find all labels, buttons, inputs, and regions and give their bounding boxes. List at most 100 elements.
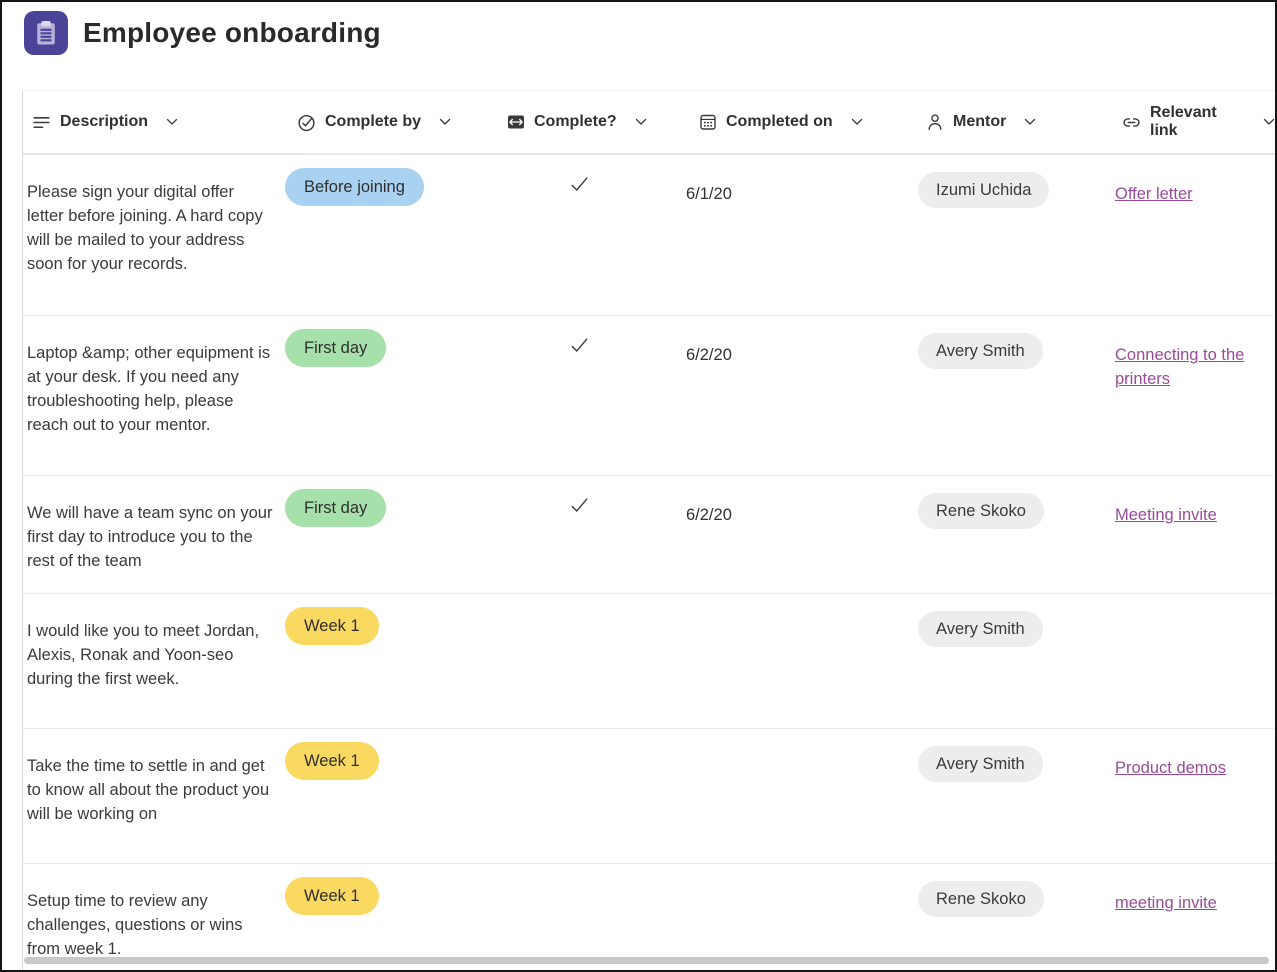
description-cell[interactable]: Laptop &amp; other equipment is at your … — [23, 316, 285, 475]
relevant-link-cell[interactable] — [1111, 594, 1275, 728]
description-text: We will have a team sync on your first d… — [27, 504, 273, 570]
complete-by-pill: Week 1 — [285, 742, 379, 780]
complete-by-cell[interactable]: Week 1 — [285, 594, 501, 728]
column-header-complete[interactable]: Complete? — [501, 91, 683, 153]
relevant-link-cell[interactable]: Product demos — [1111, 729, 1275, 863]
mentor-pill: Avery Smith — [918, 611, 1043, 647]
chevron-down-icon[interactable] — [439, 118, 451, 126]
complete-by-cell[interactable]: Before joining — [285, 155, 501, 315]
table-row: Take the time to settle in and get to kn… — [23, 729, 1275, 864]
mentor-pill: Izumi Uchida — [918, 172, 1050, 208]
page-title: Employee onboarding — [83, 17, 381, 48]
table-row: Please sign your digital offer letter be… — [23, 155, 1275, 316]
description-text: I would like you to meet Jordan, Alexis,… — [27, 622, 260, 688]
complete-cell[interactable] — [501, 594, 683, 728]
completed-on-date: 6/2/20 — [686, 346, 732, 364]
table-row: We will have a team sync on your first d… — [23, 476, 1275, 594]
chevron-down-icon[interactable] — [166, 118, 178, 126]
circle-check-icon — [296, 112, 317, 133]
mentor-cell[interactable]: Avery Smith — [918, 729, 1111, 863]
relevant-link[interactable]: Meeting invite — [1115, 506, 1217, 524]
chevron-down-icon[interactable] — [851, 118, 863, 126]
mentor-cell[interactable]: Avery Smith — [918, 594, 1111, 728]
chevron-down-icon[interactable] — [1024, 118, 1036, 126]
mentor-pill: Rene Skoko — [918, 881, 1044, 917]
completed-on-cell[interactable]: 6/2/20 — [683, 476, 918, 593]
complete-cell[interactable] — [501, 864, 683, 970]
complete-cell[interactable] — [501, 316, 683, 475]
column-label: Description — [60, 113, 149, 130]
column-header-complete-by[interactable]: Complete by — [285, 91, 501, 153]
horizontal-scrollbar-thumb[interactable] — [24, 957, 1269, 964]
description-cell[interactable]: Please sign your digital offer letter be… — [23, 155, 285, 315]
clipboard-app-icon — [24, 11, 68, 55]
page-header: Employee onboarding — [24, 11, 381, 55]
description-cell[interactable]: We will have a team sync on your first d… — [23, 476, 285, 593]
list-body: Please sign your digital offer letter be… — [23, 155, 1275, 970]
mentor-pill: Avery Smith — [918, 746, 1043, 782]
relevant-link[interactable]: Offer letter — [1115, 185, 1193, 203]
description-text: Please sign your digital offer letter be… — [27, 183, 263, 273]
complete-by-cell[interactable]: First day — [285, 316, 501, 475]
mentor-cell[interactable]: Rene Skoko — [918, 864, 1111, 970]
completed-on-cell[interactable] — [683, 729, 918, 863]
description-text: Setup time to review any challenges, que… — [27, 892, 243, 958]
mentor-cell[interactable]: Rene Skoko — [918, 476, 1111, 593]
mentor-cell[interactable]: Izumi Uchida — [918, 155, 1111, 315]
complete-cell[interactable] — [501, 729, 683, 863]
checkmark-icon — [568, 177, 591, 199]
complete-by-cell[interactable]: Week 1 — [285, 864, 501, 970]
text-lines-icon — [31, 112, 52, 133]
column-header-relevant-link[interactable]: Relevant link — [1111, 91, 1275, 153]
completed-on-cell[interactable]: 6/1/20 — [683, 155, 918, 315]
completed-on-cell[interactable] — [683, 594, 918, 728]
relevant-link[interactable]: meeting invite — [1115, 894, 1217, 912]
chevron-down-icon[interactable] — [635, 118, 647, 126]
relevant-link-cell[interactable]: Connecting to the printers — [1111, 316, 1275, 475]
relevant-link-cell[interactable]: Offer letter — [1111, 155, 1275, 315]
column-header-completed-on[interactable]: Completed on — [683, 91, 918, 153]
column-header-mentor[interactable]: Mentor — [918, 91, 1111, 153]
column-header-description[interactable]: Description — [23, 91, 285, 153]
complete-by-pill: First day — [285, 329, 387, 367]
table-row: Setup time to review any challenges, que… — [23, 864, 1275, 970]
complete-by-cell[interactable]: First day — [285, 476, 501, 593]
complete-by-cell[interactable]: Week 1 — [285, 729, 501, 863]
person-icon — [925, 112, 945, 132]
complete-by-pill: Before joining — [285, 168, 424, 206]
completed-on-cell[interactable] — [683, 864, 918, 970]
description-text: Laptop &amp; other equipment is at your … — [27, 344, 271, 434]
mentor-cell[interactable]: Avery Smith — [918, 316, 1111, 475]
column-label: Completed on — [726, 113, 833, 130]
yes-no-icon — [506, 112, 526, 132]
chevron-down-icon[interactable] — [1263, 118, 1275, 126]
complete-by-pill: Week 1 — [285, 607, 379, 645]
table-row: I would like you to meet Jordan, Alexis,… — [23, 594, 1275, 729]
relevant-link-cell[interactable]: Meeting invite — [1111, 476, 1275, 593]
column-label: Mentor — [953, 113, 1007, 130]
description-cell[interactable]: I would like you to meet Jordan, Alexis,… — [23, 594, 285, 728]
completed-on-date: 6/2/20 — [686, 506, 732, 524]
completed-on-date: 6/1/20 — [686, 185, 732, 203]
relevant-link[interactable]: Product demos — [1115, 759, 1226, 777]
list-header: Description Complete by Complete? — [23, 91, 1275, 155]
column-label: Complete by — [325, 113, 422, 130]
table-row: Laptop &amp; other equipment is at your … — [23, 316, 1275, 476]
column-label: Relevant link — [1150, 104, 1217, 139]
relevant-link-cell[interactable]: meeting invite — [1111, 864, 1275, 970]
description-cell[interactable]: Setup time to review any challenges, que… — [23, 864, 285, 970]
relevant-link[interactable]: Connecting to the printers — [1115, 346, 1245, 388]
mentor-pill: Rene Skoko — [918, 493, 1044, 529]
complete-by-pill: First day — [285, 489, 387, 527]
complete-by-pill: Week 1 — [285, 877, 379, 915]
description-text: Take the time to settle in and get to kn… — [27, 757, 270, 823]
complete-cell[interactable] — [501, 155, 683, 315]
complete-cell[interactable] — [501, 476, 683, 593]
calendar-icon — [698, 112, 718, 132]
completed-on-cell[interactable]: 6/2/20 — [683, 316, 918, 475]
checkmark-icon — [568, 498, 591, 520]
checkmark-icon — [568, 338, 591, 360]
description-cell[interactable]: Take the time to settle in and get to kn… — [23, 729, 285, 863]
onboarding-list: Description Complete by Complete? — [22, 90, 1275, 970]
